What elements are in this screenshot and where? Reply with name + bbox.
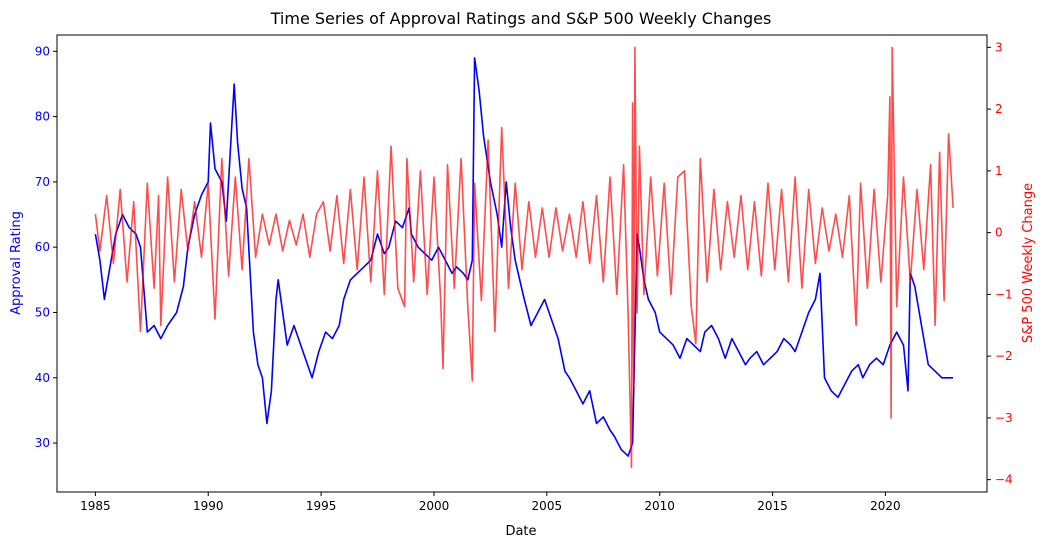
y-right-tick-label: −1 [995,287,1013,301]
x-tick-label: 2010 [644,499,675,513]
y-left-tick-label: 60 [35,240,50,254]
y-right-tick-label: −3 [995,411,1013,425]
x-tick-label: 1985 [80,499,111,513]
x-tick-label: 2005 [532,499,563,513]
y-left-tick-label: 80 [35,110,50,124]
y-right-tick-label: −4 [995,473,1013,487]
y-right-tick-label: 3 [995,40,1003,54]
y-axis-left: 30 40 50 60 70 80 90 [35,44,57,450]
y-right-tick-label: 0 [995,226,1003,240]
approval-rating-line [94,57,954,457]
chart-title: Time Series of Approval Ratings and S&P … [270,9,772,28]
y-axis-right-label: S&P 500 Weekly Change [1021,183,1036,343]
y-right-tick-label: 2 [995,102,1003,116]
x-axis: 1985 1990 1995 2000 2005 2010 2015 2020 [80,492,901,513]
y-axis-right: −4 −3 −2 −1 0 1 2 3 [987,40,1013,487]
x-tick-label: 2020 [870,499,901,513]
y-left-tick-label: 30 [35,436,50,450]
y-left-tick-label: 70 [35,175,50,189]
y-right-tick-label: 1 [995,164,1003,178]
plot-frame [56,34,988,493]
plot-area [94,46,954,469]
y-left-tick-label: 90 [35,44,50,58]
x-tick-label: 1995 [306,499,337,513]
y-left-tick-label: 40 [35,371,50,385]
y-right-tick-label: −2 [995,349,1013,363]
x-tick-label: 2015 [757,499,788,513]
x-tick-label: 2000 [419,499,450,513]
x-tick-label: 1990 [193,499,224,513]
y-axis-left-label: Approval Rating [9,211,24,315]
y-left-tick-label: 50 [35,305,50,319]
sp500-weekly-change-line [94,46,954,469]
x-axis-label: Date [505,524,536,539]
